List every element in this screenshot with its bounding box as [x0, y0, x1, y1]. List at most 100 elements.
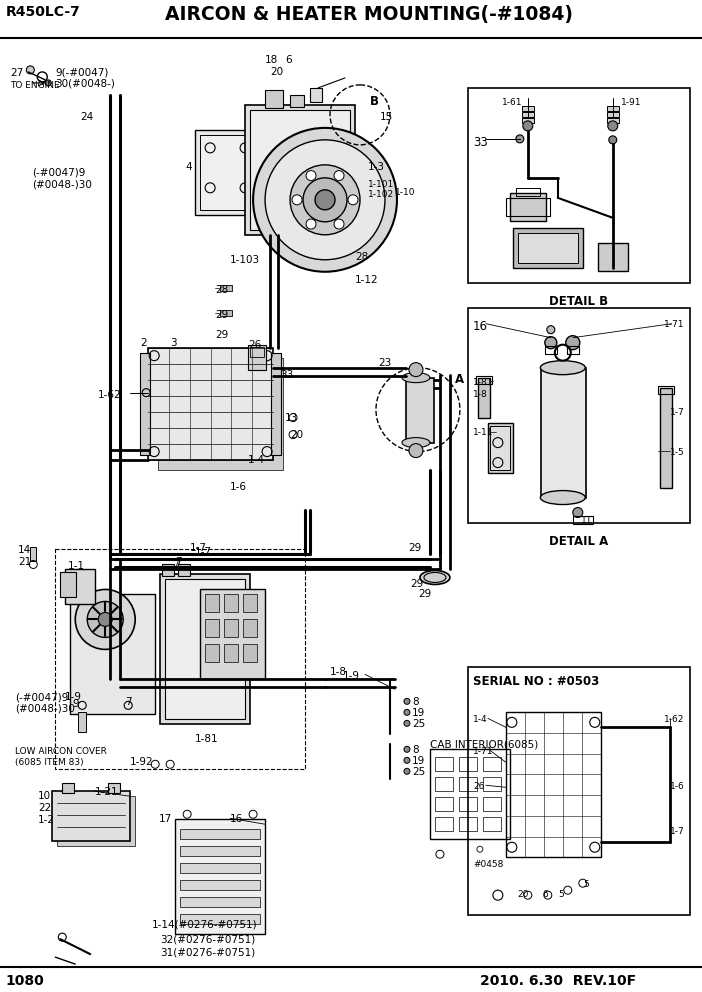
Text: 1-8: 1-8	[473, 390, 488, 399]
Circle shape	[75, 589, 135, 650]
Bar	[160, 574, 250, 724]
Text: 29: 29	[418, 589, 431, 599]
Bar	[205, 594, 219, 612]
Bar	[567, 345, 578, 354]
Bar	[573, 516, 592, 524]
Text: 15: 15	[380, 112, 393, 122]
Bar	[310, 88, 322, 102]
Circle shape	[87, 601, 124, 638]
Text: 26: 26	[473, 783, 484, 792]
Text: 1-81: 1-81	[195, 734, 219, 744]
Circle shape	[334, 171, 344, 181]
Bar	[224, 619, 238, 638]
Text: 22: 22	[39, 804, 51, 813]
Text: LOW AIRCON COVER: LOW AIRCON COVER	[15, 747, 107, 756]
Bar	[243, 594, 257, 612]
Text: 19: 19	[412, 708, 425, 718]
Bar	[165, 579, 245, 719]
Bar	[483, 817, 501, 831]
Text: 1-7: 1-7	[670, 827, 684, 836]
Text: 1-102: 1-102	[368, 189, 394, 198]
Bar	[200, 589, 265, 680]
Text: 1-21: 1-21	[95, 788, 119, 798]
Ellipse shape	[402, 437, 430, 447]
Ellipse shape	[541, 361, 585, 375]
Circle shape	[404, 698, 410, 704]
Text: 9: 9	[72, 699, 79, 709]
Text: 1-62: 1-62	[664, 715, 684, 724]
Bar	[180, 829, 260, 839]
Bar	[220, 310, 232, 315]
Circle shape	[523, 121, 533, 131]
Bar	[483, 778, 501, 792]
Circle shape	[26, 65, 34, 74]
Circle shape	[566, 335, 580, 349]
Bar	[224, 645, 238, 663]
Bar	[250, 346, 264, 357]
Text: 7: 7	[176, 558, 182, 567]
Bar	[60, 572, 77, 597]
Circle shape	[306, 171, 316, 181]
Text: DETAIL A: DETAIL A	[549, 535, 609, 548]
Text: 16: 16	[230, 814, 244, 824]
Circle shape	[608, 121, 618, 131]
Text: (#0048-)30: (#0048-)30	[32, 180, 92, 189]
Circle shape	[253, 128, 397, 272]
Bar	[58, 797, 135, 846]
Bar	[516, 187, 540, 195]
Text: 7: 7	[125, 697, 132, 707]
Text: 17: 17	[159, 814, 172, 824]
Text: 33: 33	[473, 136, 488, 149]
Bar	[658, 386, 674, 394]
Bar	[70, 594, 155, 714]
Bar	[430, 749, 510, 839]
Circle shape	[409, 443, 423, 457]
Text: 16: 16	[473, 319, 488, 332]
Text: 1-2: 1-2	[39, 815, 55, 825]
Bar	[476, 376, 492, 384]
Ellipse shape	[402, 373, 430, 383]
Text: 25: 25	[412, 719, 425, 729]
Text: 1-81: 1-81	[473, 378, 494, 387]
Text: 27: 27	[11, 67, 24, 78]
Text: 29: 29	[410, 579, 423, 589]
Circle shape	[46, 80, 51, 86]
Text: 18: 18	[265, 55, 278, 64]
Bar	[195, 130, 260, 215]
Text: 1-9: 1-9	[65, 692, 82, 702]
Bar	[245, 105, 355, 235]
Circle shape	[315, 189, 335, 209]
Text: 9(-#0047): 9(-#0047)	[55, 67, 109, 78]
Bar	[265, 90, 283, 108]
Bar	[148, 347, 273, 459]
Bar	[513, 228, 583, 268]
Text: (-#0047)9: (-#0047)9	[32, 168, 86, 178]
Bar	[52, 792, 130, 841]
Bar	[176, 819, 265, 934]
Text: 1-1: 1-1	[68, 561, 85, 571]
Text: A: A	[455, 373, 464, 386]
Text: (6085 ITEM 83): (6085 ITEM 83)	[15, 758, 84, 767]
Text: 25: 25	[412, 767, 425, 778]
Circle shape	[348, 194, 358, 204]
Text: 21: 21	[18, 558, 32, 567]
Bar	[180, 863, 260, 873]
Text: 1-6: 1-6	[670, 783, 684, 792]
Circle shape	[98, 612, 112, 626]
Bar	[178, 564, 190, 576]
Text: 29: 29	[215, 310, 228, 319]
Bar	[224, 594, 238, 612]
Bar	[435, 817, 453, 831]
Text: 2010. 6.30  REV.10F: 2010. 6.30 REV.10F	[480, 974, 636, 988]
Text: 1-7: 1-7	[670, 408, 684, 417]
Circle shape	[334, 219, 344, 229]
Text: 14: 14	[18, 545, 32, 555]
Bar	[180, 915, 260, 925]
Text: 6: 6	[543, 890, 548, 899]
Text: 1-71: 1-71	[664, 319, 684, 328]
Bar	[180, 897, 260, 907]
Bar	[506, 712, 601, 857]
Circle shape	[609, 136, 617, 144]
Bar	[180, 880, 260, 890]
Text: 28: 28	[355, 252, 369, 262]
